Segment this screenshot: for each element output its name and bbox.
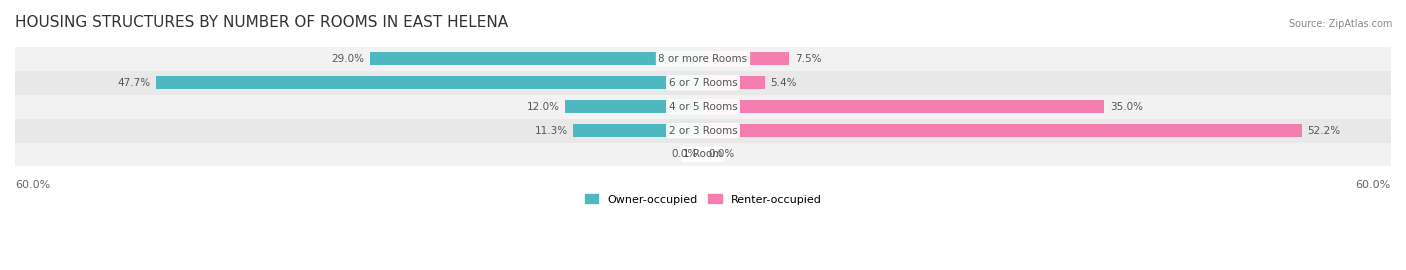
Text: 1 Room: 1 Room [683, 150, 723, 160]
Text: HOUSING STRUCTURES BY NUMBER OF ROOMS IN EAST HELENA: HOUSING STRUCTURES BY NUMBER OF ROOMS IN… [15, 15, 508, 30]
Text: 8 or more Rooms: 8 or more Rooms [658, 54, 748, 64]
Bar [565, 100, 703, 113]
Text: 52.2%: 52.2% [1308, 126, 1340, 136]
Text: 6 or 7 Rooms: 6 or 7 Rooms [669, 78, 737, 88]
Bar [15, 95, 1391, 119]
Bar [574, 124, 703, 137]
Bar [703, 52, 789, 65]
Bar [156, 76, 703, 89]
Text: 60.0%: 60.0% [1355, 180, 1391, 190]
Bar [15, 119, 1391, 143]
Text: 29.0%: 29.0% [332, 54, 364, 64]
Text: 7.5%: 7.5% [794, 54, 821, 64]
Text: 2 or 3 Rooms: 2 or 3 Rooms [669, 126, 737, 136]
Text: 47.7%: 47.7% [117, 78, 150, 88]
Text: 0.0%: 0.0% [671, 150, 697, 160]
Text: Source: ZipAtlas.com: Source: ZipAtlas.com [1288, 19, 1392, 29]
Text: 12.0%: 12.0% [527, 102, 560, 112]
Bar [370, 52, 703, 65]
Bar [15, 143, 1391, 166]
Text: 0.0%: 0.0% [709, 150, 735, 160]
Text: 35.0%: 35.0% [1111, 102, 1143, 112]
Legend: Owner-occupied, Renter-occupied: Owner-occupied, Renter-occupied [581, 190, 825, 209]
Bar [15, 71, 1391, 95]
Bar [15, 47, 1391, 71]
Bar [703, 76, 765, 89]
Text: 5.4%: 5.4% [770, 78, 797, 88]
Bar [703, 100, 1104, 113]
Text: 60.0%: 60.0% [15, 180, 51, 190]
Text: 11.3%: 11.3% [534, 126, 568, 136]
Bar [703, 124, 1302, 137]
Text: 4 or 5 Rooms: 4 or 5 Rooms [669, 102, 737, 112]
